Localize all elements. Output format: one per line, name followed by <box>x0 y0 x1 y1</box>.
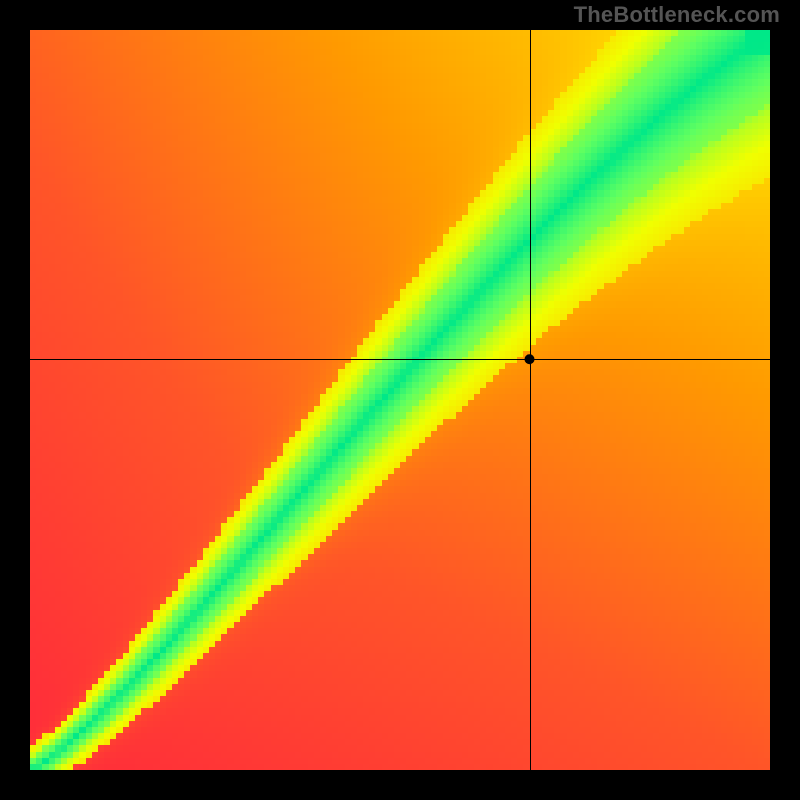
watermark-label: TheBottleneck.com <box>574 2 780 28</box>
bottleneck-heatmap-canvas <box>0 0 800 800</box>
chart-container: TheBottleneck.com <box>0 0 800 800</box>
